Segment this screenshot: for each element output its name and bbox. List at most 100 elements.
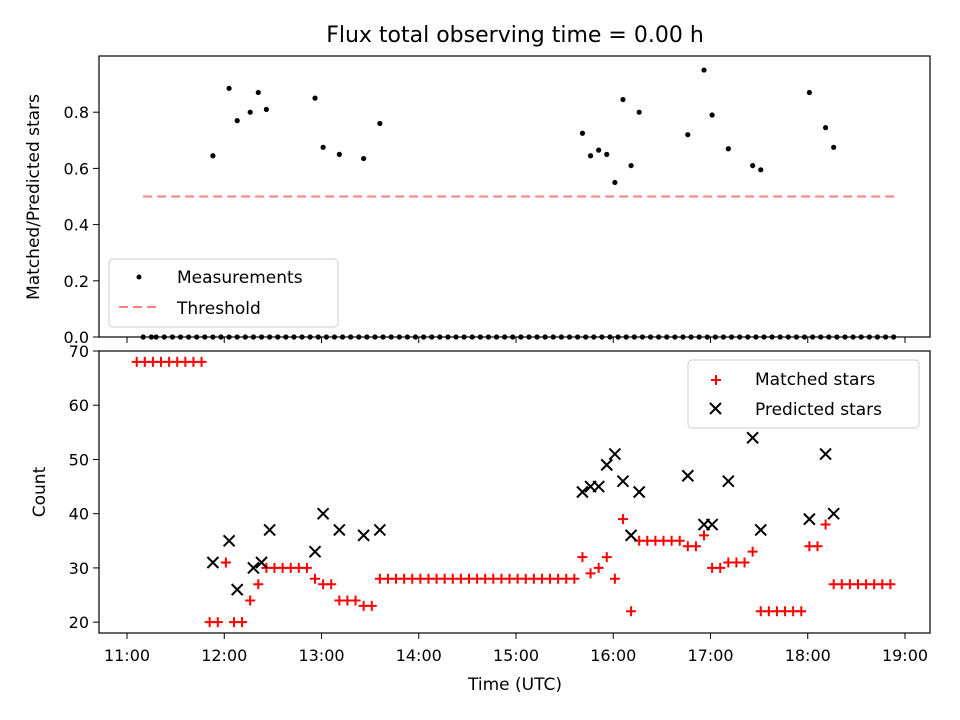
measurement-point <box>822 125 829 131</box>
chart-title: Flux total observing time = 0.00 h <box>326 23 704 48</box>
top-panel: Flux total observing time = 0.00 h Match… <box>24 23 931 347</box>
x-tick-label: 17:00 <box>687 646 733 665</box>
measurement-point <box>725 146 731 152</box>
predicted-star-point <box>255 556 268 569</box>
top-x-ticks <box>126 337 906 343</box>
matched-star-point <box>237 617 248 628</box>
measurement-point <box>636 109 642 115</box>
measurement-point <box>377 120 383 127</box>
matched-star-point <box>885 579 896 590</box>
matched-star-point <box>253 579 264 590</box>
matched-star-point <box>617 514 628 525</box>
matched-star-point <box>796 606 807 617</box>
predicted-star-point <box>576 485 589 499</box>
matched-star-point <box>350 595 361 606</box>
matched-star-point <box>366 600 377 611</box>
measurement-point <box>750 162 756 169</box>
matched-star-point <box>812 541 823 552</box>
matched-star-point <box>739 557 750 568</box>
matched-star-point <box>593 562 604 573</box>
measurement-point <box>247 109 253 115</box>
matched-stars-points <box>131 356 896 628</box>
legend-label-threshold: Threshold <box>176 299 261 319</box>
measurement-point <box>831 144 837 150</box>
top-legend-box <box>108 258 339 328</box>
measurement-point <box>596 147 602 153</box>
x-tick-label: 16:00 <box>590 646 636 665</box>
matched-star-point <box>301 562 312 573</box>
predicted-star-point <box>632 485 646 499</box>
x-tick-label: 14:00 <box>396 646 442 665</box>
matched-star-point <box>326 579 337 590</box>
x-tick-label: 13:00 <box>298 646 344 665</box>
legend-label-predicted-stars: Predicted stars <box>755 400 882 420</box>
legend-label-measurements: Measurements <box>177 268 303 288</box>
measurement-point <box>312 95 318 101</box>
bottom-y-axis-label: Count <box>30 466 50 517</box>
bottom-y-tick-label: 60 <box>69 396 89 415</box>
matched-star-point <box>715 562 726 573</box>
predicted-star-point <box>333 523 346 537</box>
measurement-point <box>604 151 610 157</box>
top-y-axis-label: Matched/Predicted stars <box>24 94 44 300</box>
x-axis-label: Time (UTC) <box>467 675 562 695</box>
bottom-y-tick-label: 70 <box>69 342 89 361</box>
measurement-point <box>701 67 707 73</box>
matched-star-point <box>585 568 596 579</box>
measurement-point <box>758 167 764 173</box>
x-tick-label: 12:00 <box>201 646 247 665</box>
matched-star-point <box>747 546 758 557</box>
top-y-tick-label: 0.2 <box>64 272 89 291</box>
top-y-ticks: 0.0 0.2 0.4 0.6 0.8 <box>64 103 99 347</box>
measurement-point <box>336 151 342 157</box>
predicted-stars-points <box>206 431 840 596</box>
x-tick-label: 18:00 <box>785 646 831 665</box>
predicted-star-point <box>681 469 695 482</box>
measurement-point <box>361 155 367 162</box>
predicted-star-point <box>616 474 630 488</box>
predicted-star-point <box>722 474 735 488</box>
matched-star-point <box>245 595 256 606</box>
measurement-point <box>709 112 715 118</box>
top-y-tick-label: 0.4 <box>64 216 89 235</box>
top-y-tick-label: 0.6 <box>64 159 89 178</box>
matched-star-point <box>577 552 588 563</box>
bottom-legend-box <box>687 359 920 429</box>
measurement-point <box>255 89 261 96</box>
predicted-star-point <box>222 534 236 548</box>
matched-star-point <box>569 573 580 584</box>
predicted-star-point <box>624 529 638 542</box>
bottom-plot-frame <box>98 350 931 634</box>
matched-star-point <box>690 541 701 552</box>
measurement-point <box>226 85 232 91</box>
measurement-point <box>320 144 326 150</box>
predicted-star-point <box>827 507 840 520</box>
measurements-legend-marker <box>136 274 142 280</box>
predicted-star-point <box>206 556 220 569</box>
measurement-point <box>685 132 691 138</box>
measurement-point <box>612 179 618 186</box>
matched-star-point <box>601 552 612 563</box>
predicted-star-point <box>600 458 613 472</box>
measurement-point <box>579 130 586 136</box>
predicted-star-point <box>316 507 330 520</box>
matched-star-point <box>196 356 207 367</box>
matched-star-point <box>609 573 620 584</box>
top-plot-frame <box>98 55 931 338</box>
bottom-y-tick-label: 20 <box>69 613 89 632</box>
predicted-star-point <box>231 583 244 596</box>
bottom-legend: Matched stars Predicted stars <box>687 359 920 429</box>
predicted-star-point <box>263 523 276 537</box>
measurement-point <box>806 89 812 96</box>
predicted-star-point <box>247 561 260 575</box>
bottom-y-ticks: 20 30 40 50 60 70 <box>69 342 99 632</box>
matched-star-point <box>699 530 710 541</box>
matched-star-point <box>674 535 685 546</box>
bottom-x-ticks: 11:00 12:00 13:00 14:00 15:00 16:00 17:00 18:00… <box>104 633 928 665</box>
bottom-y-tick-label: 50 <box>69 450 89 469</box>
measurement-point <box>628 162 634 169</box>
predicted-star-point <box>592 480 605 493</box>
top-y-tick-label: 0.0 <box>64 328 89 347</box>
matched-star-point <box>212 617 223 628</box>
